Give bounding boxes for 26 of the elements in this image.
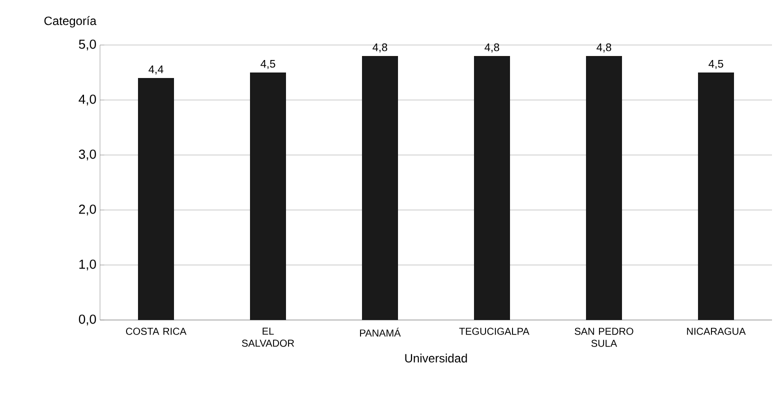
x-axis-title: Universidad bbox=[405, 354, 467, 363]
y-tick-label: 1,0 bbox=[79, 260, 96, 270]
bar bbox=[362, 56, 398, 320]
y-tick-label: 3,0 bbox=[78, 150, 96, 160]
bar bbox=[586, 56, 622, 320]
y-tick-label: 4,0 bbox=[78, 94, 96, 106]
y-tick-label: 0,0 bbox=[78, 314, 96, 326]
data-label: 4,4 bbox=[148, 66, 164, 74]
data-label: 4,8 bbox=[596, 43, 612, 52]
bar bbox=[138, 78, 174, 320]
data-label: 4,5 bbox=[708, 60, 724, 69]
x-tick-label: PANAMÁ bbox=[360, 328, 401, 336]
x-tick-label: EL SALVADOR bbox=[242, 328, 294, 347]
y-tick-label: 2,0 bbox=[79, 204, 96, 216]
x-tick-label: COSTA RICA bbox=[126, 328, 186, 335]
data-label: 4,8 bbox=[484, 43, 500, 52]
y-tick-label: 5,0 bbox=[78, 40, 96, 50]
x-tick-label: TEGUCIGALPA bbox=[459, 328, 530, 335]
data-label: 4,8 bbox=[372, 43, 388, 52]
data-label: 4,5 bbox=[260, 60, 276, 69]
x-tick-label: SAN PEDRO SULA bbox=[574, 328, 634, 347]
x-tick-label: NICARAGUA bbox=[687, 328, 746, 335]
y-axis-title: Categoría bbox=[44, 16, 96, 28]
bar bbox=[250, 72, 286, 320]
bar bbox=[474, 56, 510, 320]
bar bbox=[698, 72, 734, 320]
